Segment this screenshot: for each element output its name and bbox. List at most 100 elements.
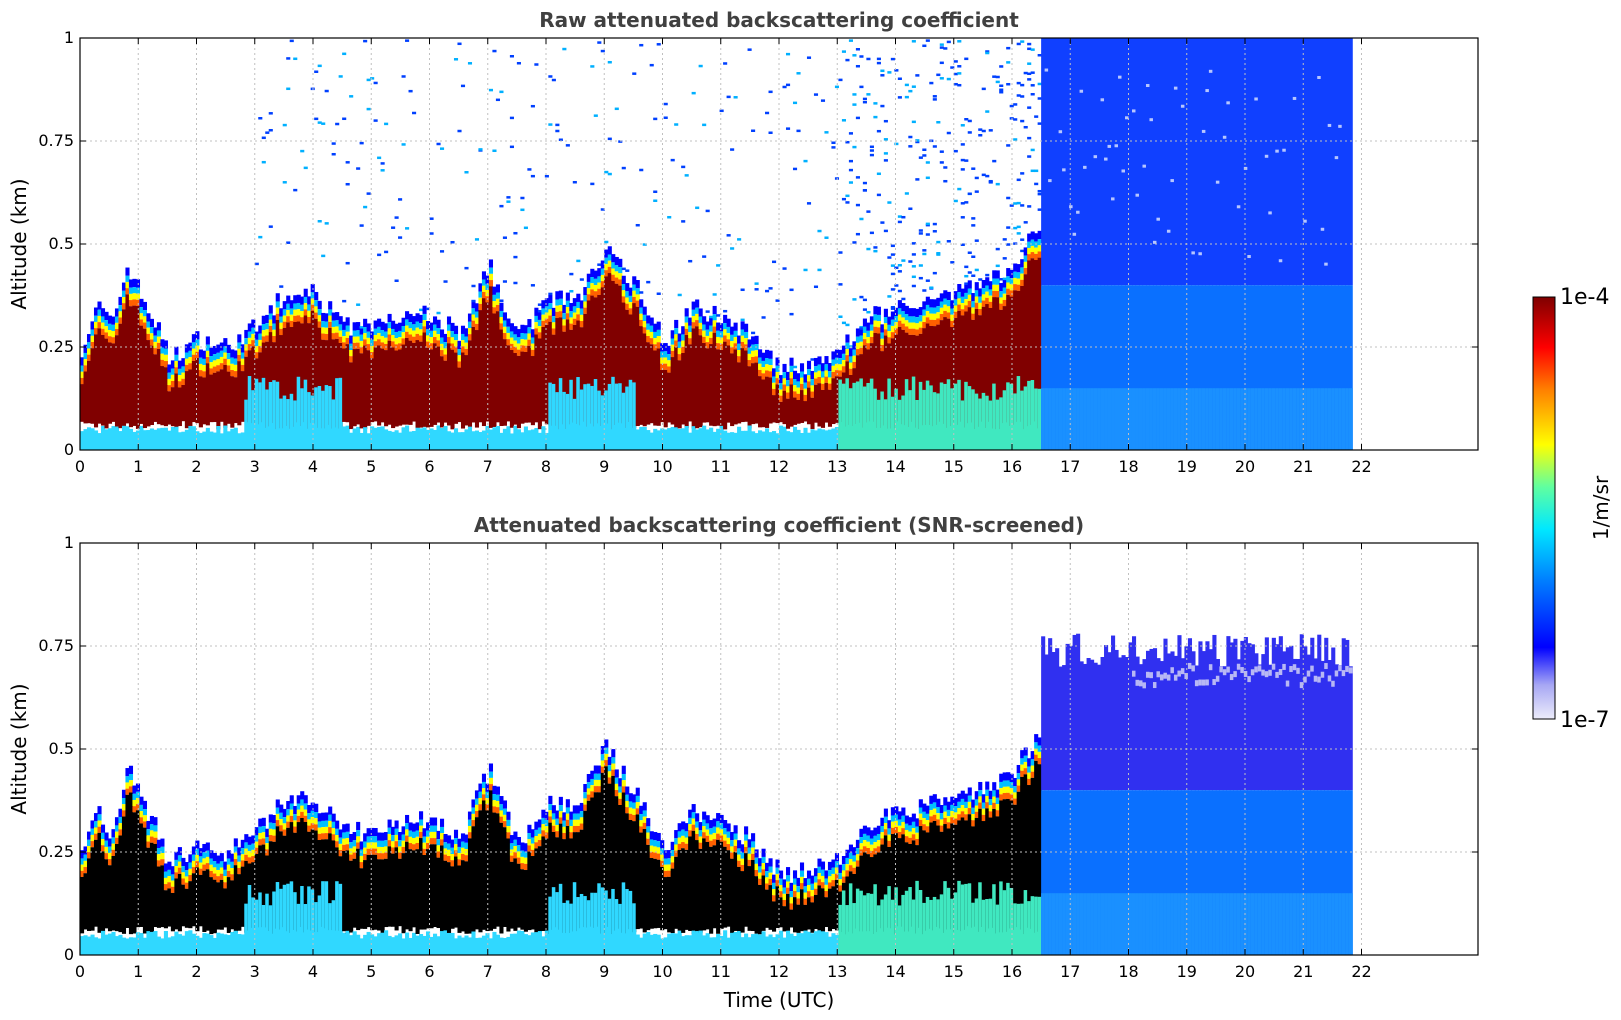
heat-cell <box>848 362 853 369</box>
heat-cell <box>918 327 923 334</box>
heat-cell <box>565 819 570 826</box>
heat-cell <box>328 833 333 931</box>
heat-cell <box>649 317 654 326</box>
heat-cell <box>803 394 808 402</box>
heat-cell <box>160 938 165 955</box>
heat-cell <box>125 275 130 282</box>
heat-cell <box>174 878 179 930</box>
heat-cell <box>1020 758 1025 765</box>
heat-cell <box>1264 637 1269 791</box>
heat-cell <box>880 324 885 333</box>
screened-y-axis-label: Altitude (km) <box>7 683 31 814</box>
heat-cell <box>765 370 770 377</box>
heat-cell <box>1341 285 1346 450</box>
noise-cell <box>436 142 441 146</box>
heat-cell <box>932 802 937 809</box>
heat-cell <box>1013 786 1018 793</box>
heat-cell <box>1275 644 1280 791</box>
heat-cell <box>230 931 235 955</box>
heat-cell <box>223 358 228 365</box>
heat-cell <box>677 428 682 450</box>
heat-cell <box>576 320 581 424</box>
heat-cell <box>398 832 403 841</box>
heat-cell <box>1250 644 1255 791</box>
x-tick-label: 8 <box>541 962 551 981</box>
heat-cell <box>1310 388 1315 450</box>
heat-cell <box>426 849 431 929</box>
heat-cell <box>981 802 986 809</box>
heat-cell <box>1261 388 1266 450</box>
heat-cell <box>1034 754 1039 761</box>
noise-cell <box>1020 249 1025 253</box>
heat-cell <box>436 319 441 328</box>
heat-cell <box>600 274 605 282</box>
heat-cell <box>758 349 763 358</box>
heat-cell <box>104 853 109 860</box>
noise-cell <box>999 65 1004 68</box>
heat-cell <box>93 315 99 322</box>
heat-cell <box>1292 664 1297 671</box>
heat-cell <box>932 326 937 427</box>
heat-cell <box>775 378 780 385</box>
heat-cell <box>866 330 871 338</box>
heat-cell <box>258 346 263 353</box>
noise-cell <box>754 288 759 291</box>
heat-cell <box>702 316 707 325</box>
heat-cell <box>712 839 717 846</box>
heat-cell <box>310 298 315 305</box>
heat-cell <box>509 861 514 929</box>
heat-cell <box>111 316 116 325</box>
noise-cell <box>730 148 735 151</box>
heat-cell <box>978 315 983 427</box>
heat-cell <box>205 363 210 426</box>
heat-cell <box>1020 903 1025 955</box>
heat-cell <box>422 935 427 955</box>
heat-cell <box>474 323 480 331</box>
heat-cell <box>747 853 752 860</box>
heat-cell <box>1219 38 1224 286</box>
heat-cell <box>992 796 997 803</box>
heat-cell <box>611 274 616 281</box>
heat-cell <box>838 885 843 892</box>
heat-cell <box>345 838 350 845</box>
heat-cell <box>579 802 584 812</box>
heat-cell <box>866 847 871 855</box>
heat-cell <box>1023 274 1028 430</box>
heat-cell <box>964 820 969 930</box>
noise-cell <box>464 266 469 270</box>
heat-cell <box>869 830 874 839</box>
heat-cell <box>492 806 497 813</box>
noise-cell <box>663 102 668 106</box>
heat-cell <box>646 336 651 343</box>
heat-cell <box>1125 790 1130 955</box>
heat-cell <box>1292 790 1297 955</box>
heat-cell <box>349 356 354 363</box>
heat-cell <box>184 862 189 871</box>
heat-cell <box>880 838 885 845</box>
heat-cell <box>883 329 888 336</box>
heat-cell <box>971 319 976 423</box>
heat-cell <box>684 823 689 832</box>
heat-cell <box>153 348 158 355</box>
heat-cell <box>282 808 287 818</box>
heat-cell <box>80 870 85 877</box>
heat-cell <box>1097 664 1102 791</box>
y-tick-label: 0.25 <box>38 337 74 356</box>
noise-cell <box>1002 257 1007 260</box>
heat-cell <box>768 872 773 879</box>
heat-cell <box>202 377 207 425</box>
heat-cell <box>1097 790 1102 955</box>
heat-cell <box>303 379 308 450</box>
heat-cell <box>904 320 909 327</box>
heat-cell <box>719 841 724 929</box>
heat-cell <box>226 870 231 878</box>
noise-cell <box>859 217 864 221</box>
noise-cell <box>883 138 888 141</box>
heat-cell <box>86 936 92 955</box>
heat-cell <box>663 357 668 364</box>
heat-cell <box>1215 893 1220 955</box>
heat-cell <box>848 356 853 363</box>
heat-cell <box>950 314 955 321</box>
noise-cell <box>890 272 895 276</box>
noise-cell <box>852 298 857 301</box>
